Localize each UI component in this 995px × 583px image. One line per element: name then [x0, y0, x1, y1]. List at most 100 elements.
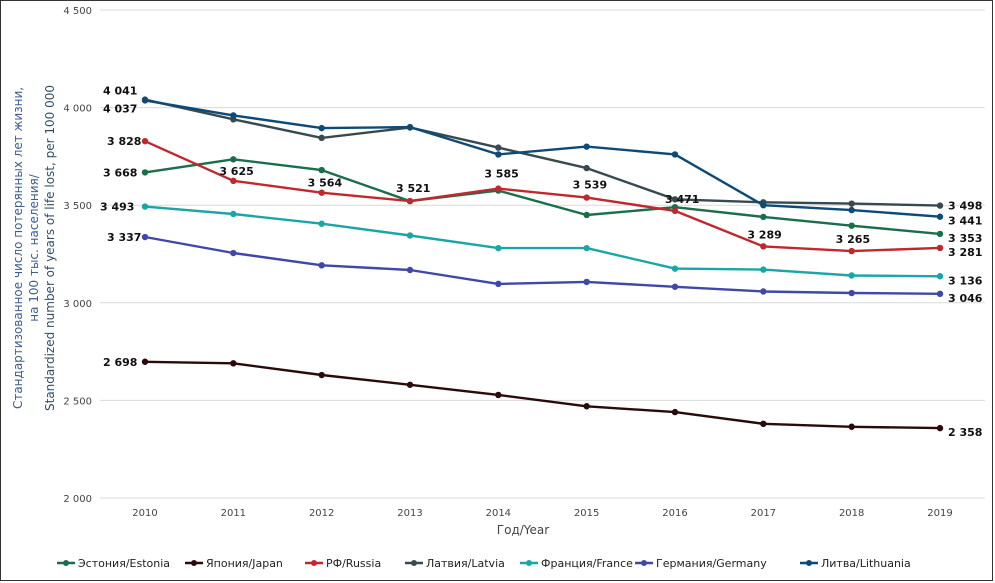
legend-item: Япония/Japan [185, 557, 283, 570]
data-point [230, 210, 237, 218]
legend-swatch-marker [641, 560, 647, 566]
y-axis-title-line: на 100 тыс. населения/ [27, 173, 41, 322]
x-tick-label: 2017 [751, 508, 776, 519]
y-axis-title: Стандартизованное число потерянных лет ж… [11, 85, 57, 411]
data-point [406, 197, 414, 205]
y-tick-label: 4 000 [63, 104, 92, 115]
data-label: 3 441 [948, 215, 982, 228]
data-point [318, 220, 325, 227]
data-point [230, 360, 237, 367]
data-point [848, 272, 855, 279]
data-label: 4 041 [103, 85, 137, 98]
x-tick-label: 2011 [221, 508, 246, 519]
x-tick-label: 2013 [397, 508, 422, 519]
y-tick-label: 3 000 [63, 299, 92, 310]
data-point [671, 151, 679, 158]
data-point [760, 266, 767, 273]
legend: Эстония/Estonia Япония/Japan РФ/Russia Латв… [57, 557, 911, 570]
legend-label: РФ/Russia [326, 557, 381, 570]
series-line [144, 360, 941, 430]
data-point [495, 391, 502, 399]
legend-label: Литва/Lithuania [821, 557, 911, 570]
data-label: 3 828 [107, 135, 141, 148]
data-label: 3 289 [747, 228, 781, 241]
data-label: 3 353 [948, 232, 982, 245]
data-point [141, 169, 149, 176]
data-label: 3 564 [308, 177, 343, 190]
data-point [230, 177, 237, 184]
data-point [318, 371, 325, 379]
data-point [318, 189, 325, 196]
data-label: 3 265 [836, 233, 870, 246]
data-label: 3 498 [948, 200, 982, 213]
data-point [583, 403, 590, 410]
y-tick-label: 2 500 [63, 396, 92, 407]
data-point [936, 230, 944, 238]
data-point [495, 144, 502, 151]
data-point [141, 203, 149, 210]
data-label: 3 668 [103, 166, 137, 179]
x-tick-label: 2010 [132, 508, 157, 519]
x-tick-label: 2018 [839, 508, 864, 519]
data-point [141, 358, 149, 365]
data-point [141, 233, 149, 241]
x-axis-title: Год/Year [497, 523, 549, 537]
data-labels: 4 041 4 037 3 828 3 668 3 493 3 337 2 698 3 625… [100, 85, 983, 440]
legend-item: Латвия/Latvia [405, 557, 505, 570]
legend-label: Япония/Japan [206, 557, 283, 570]
data-point [318, 134, 325, 142]
series-line [144, 158, 941, 236]
data-point [671, 283, 679, 290]
legend-swatch-marker [806, 560, 812, 566]
legend-item: РФ/Russia [305, 557, 381, 570]
data-point [583, 211, 590, 219]
y-axis-ticks: 2 000 2 500 3 000 3 500 4 000 4 500 [63, 6, 92, 505]
data-point [230, 112, 237, 119]
data-point [936, 273, 944, 280]
data-point [671, 207, 679, 215]
legend-item: Эстония/Estonia [57, 557, 170, 570]
data-point [495, 151, 502, 158]
data-point [318, 262, 325, 269]
data-label: 3 337 [107, 231, 141, 244]
data-point [760, 288, 767, 295]
data-label: 3 136 [948, 274, 983, 287]
legend-label: Эстония/Estonia [78, 557, 170, 570]
data-label: 4 037 [103, 102, 137, 115]
data-point [230, 249, 237, 257]
data-label: 3 585 [484, 168, 518, 181]
data-point [141, 97, 149, 104]
y-axis-title-line: Standardized number of years of life los… [43, 85, 57, 411]
y-tick-label: 2 000 [63, 494, 92, 505]
data-label: 3 493 [100, 201, 134, 214]
data-point [671, 196, 679, 203]
legend-item: Франция/France [520, 557, 633, 570]
data-point [583, 194, 590, 201]
data-point [406, 266, 414, 274]
legend-label: Германия/Germany [656, 557, 767, 570]
legend-swatch-marker [526, 560, 532, 566]
legend-item: Германия/Germany [635, 557, 767, 570]
series-line [144, 235, 941, 295]
data-label: 3 046 [948, 292, 983, 305]
data-point [230, 156, 237, 163]
data-point [760, 243, 767, 250]
data-point [495, 280, 502, 288]
y-axis-title-line: Стандартизованное число потерянных лет ж… [11, 87, 25, 409]
data-point [318, 124, 325, 132]
data-point [760, 213, 767, 221]
data-point [406, 123, 414, 131]
x-tick-label: 2014 [486, 508, 511, 519]
data-point [848, 423, 855, 430]
series-line [144, 99, 941, 218]
data-point [495, 185, 502, 192]
data-point [936, 202, 944, 209]
x-tick-label: 2012 [309, 508, 334, 519]
x-axis-ticks: 2010 2011 2012 2013 2014 2015 2016 2017 2018 2019 [132, 508, 952, 519]
data-point [936, 290, 944, 298]
y-tick-label: 4 500 [63, 6, 92, 17]
data-label: 2 698 [103, 356, 137, 369]
data-label: 2 358 [948, 426, 982, 439]
